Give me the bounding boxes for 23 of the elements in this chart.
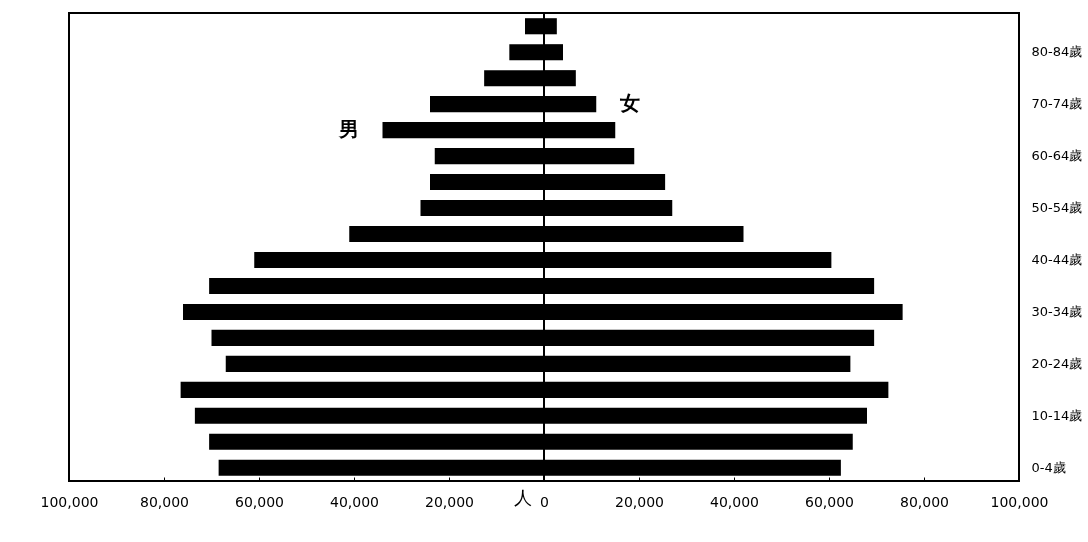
y-tick-label: 50-54歲 — [1031, 200, 1083, 216]
x-tick-label: 20,000 — [615, 493, 664, 510]
y-tick-label: 0-4歲 — [1031, 459, 1066, 475]
series-label: 男 — [338, 117, 360, 142]
x-tick-label: 80,000 — [900, 493, 949, 510]
x-tick-label: 40,000 — [710, 493, 759, 510]
x-tick-label: 0 — [540, 493, 549, 510]
x-tick-label: 60,000 — [805, 493, 854, 510]
x-tick-label: 20,000 — [425, 493, 474, 510]
series-label: 女 — [618, 91, 640, 116]
x-tick-label: 40,000 — [330, 493, 379, 510]
y-tick-label: 30-34歲 — [1031, 303, 1083, 319]
y-tick-label: 70-74歲 — [1031, 96, 1083, 112]
x-tick-label: 80,000 — [140, 493, 189, 510]
y-tick-label: 10-14歲 — [1031, 407, 1083, 423]
x-axis-title: 人 — [513, 486, 532, 508]
y-tick-label: 60-64歲 — [1031, 148, 1083, 164]
y-tick-label: 40-44歲 — [1031, 251, 1083, 267]
x-tick-label: 100,000 — [990, 493, 1049, 510]
x-tick-label: 100,000 — [40, 493, 99, 510]
y-tick-label: 80-84歲 — [1031, 44, 1083, 60]
x-tick-label: 60,000 — [235, 493, 284, 510]
y-tick-label: 20-24歲 — [1031, 355, 1083, 371]
